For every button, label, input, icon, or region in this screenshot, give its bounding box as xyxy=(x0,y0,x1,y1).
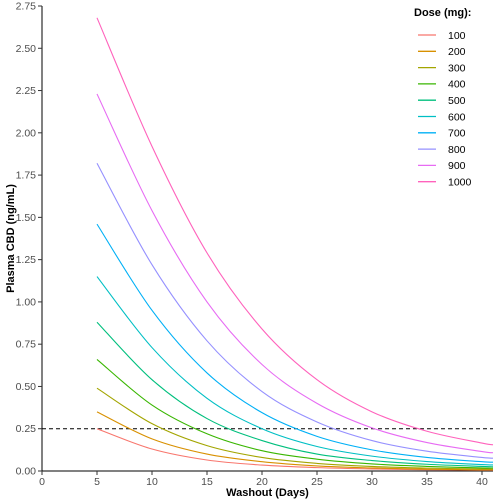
y-tick-label: 0.75 xyxy=(16,339,37,351)
legend-label-100: 100 xyxy=(448,30,466,42)
y-tick-label: 2.50 xyxy=(16,43,37,55)
legend: Dose (mg): 100 200 300 400 500 600 700 800 900 100… xyxy=(414,7,472,189)
legend-label-500: 500 xyxy=(448,95,466,107)
legend-label-700: 700 xyxy=(448,128,466,140)
x-tick-label: 20 xyxy=(256,476,268,488)
y-tick-label: 0.50 xyxy=(16,381,37,393)
legend-label-200: 200 xyxy=(448,46,466,58)
series-line-1000 xyxy=(96,17,494,446)
y-tick-label: 1.75 xyxy=(16,170,37,182)
y-tick-label: 1.00 xyxy=(16,296,37,308)
series-line-800 xyxy=(96,162,494,459)
series-line-600 xyxy=(96,276,494,466)
x-tick-label: 15 xyxy=(201,476,213,488)
y-tick-label: 2.00 xyxy=(16,127,37,139)
x-tick-label: 10 xyxy=(146,476,158,488)
x-tick-label: 25 xyxy=(311,476,323,488)
y-tick-label: 2.75 xyxy=(16,1,37,13)
x-tick-label: 5 xyxy=(94,476,100,488)
series-line-400 xyxy=(96,358,494,469)
y-tick-label: 0.00 xyxy=(16,466,37,478)
series-line-300 xyxy=(96,387,494,470)
x-axis-title: Washout (Days) xyxy=(226,487,309,499)
legend-label-400: 400 xyxy=(448,79,466,91)
legend-label-600: 600 xyxy=(448,111,466,123)
legend-label-1000: 1000 xyxy=(448,177,472,189)
y-tick-label: 2.25 xyxy=(16,85,37,97)
x-tick-label: 40 xyxy=(476,476,488,488)
x-tick-label: 30 xyxy=(366,476,378,488)
series-line-700 xyxy=(96,223,494,463)
legend-label-300: 300 xyxy=(448,62,466,74)
y-axis-title: Plasma CBD (ng/mL) xyxy=(5,184,17,293)
x-tick-label: 0 xyxy=(39,476,45,488)
axes: 0.00 0.25 0.50 0.75 1.00 1.25 1.50 1.75 2.00 2.25… xyxy=(16,1,493,488)
legend-title: Dose (mg): xyxy=(414,7,471,19)
y-tick-label: 1.25 xyxy=(16,254,37,266)
y-tick-label: 0.25 xyxy=(16,423,37,435)
y-tick-label: 1.50 xyxy=(16,212,37,224)
x-tick-label: 35 xyxy=(421,476,433,488)
series-line-200 xyxy=(96,411,494,471)
series-line-900 xyxy=(96,93,494,454)
legend-label-900: 900 xyxy=(448,160,466,172)
legend-label-800: 800 xyxy=(448,144,466,156)
series-lines xyxy=(96,17,494,471)
series-line-500 xyxy=(96,321,494,468)
